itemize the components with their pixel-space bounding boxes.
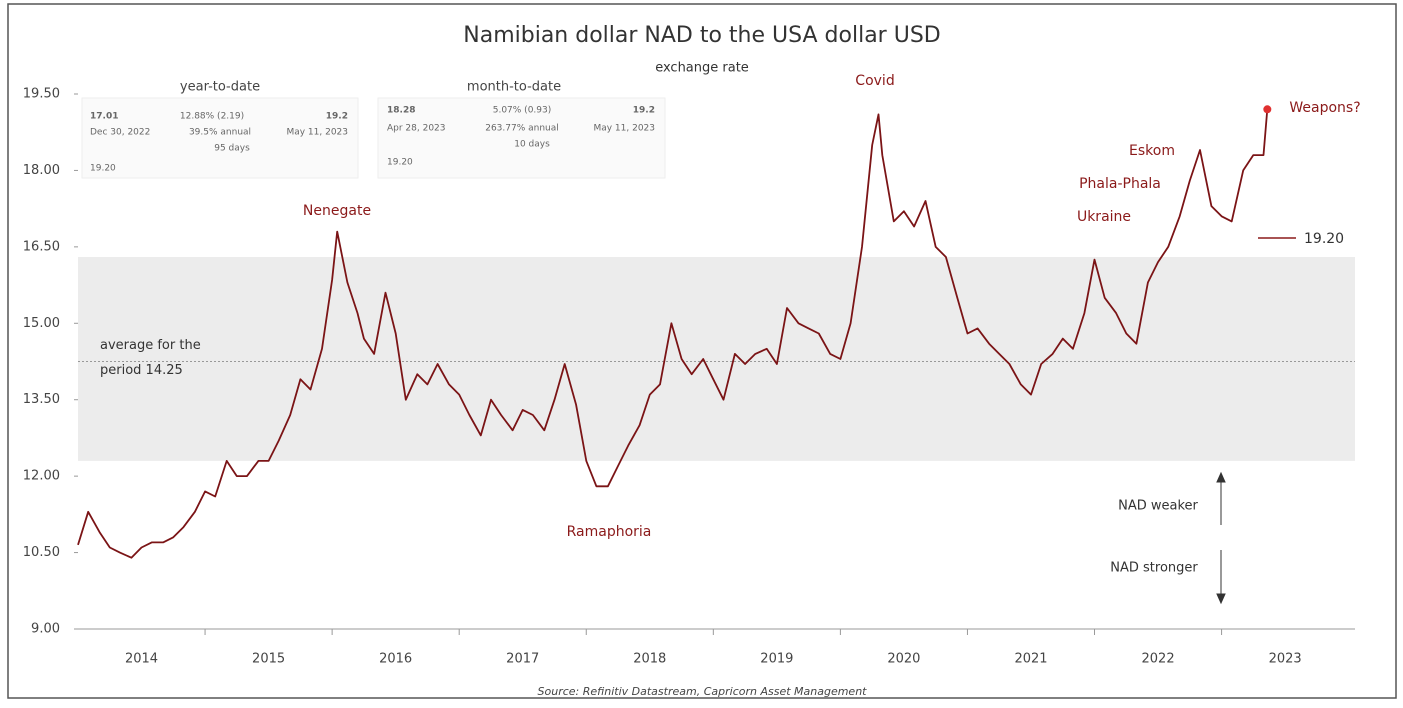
y-tick-label: 18.00 [23,163,60,178]
panel-text: Apr 28, 2023 [387,124,446,134]
x-tick-label: 2021 [1014,652,1047,667]
annotation: Ukraine [1077,209,1131,225]
x-tick-label: 2022 [1142,652,1175,667]
panel-text: 95 days [214,144,250,154]
panel-box [377,97,666,179]
source: Source: Refinitiv Datastream, Capricorn … [538,685,868,698]
annotation: Covid [855,73,894,89]
annotation: Weapons? [1289,100,1360,116]
average-label: average for the [100,338,201,353]
panel-text: 10 days [514,140,550,150]
direction-label: NAD stronger [1110,561,1198,576]
y-tick-label: 19.50 [23,87,60,102]
panel-text: 19.2 [633,106,655,116]
y-tick-label: 12.00 [23,469,60,484]
y-tick-label: 16.50 [23,239,60,254]
annotation: Phala-Phala [1079,176,1161,192]
panel-title: year-to-date [180,80,260,95]
panel-box [81,97,359,179]
x-tick-label: 2020 [887,652,920,667]
annotation: Eskom [1129,143,1175,159]
panel-text: 19.2 [326,112,348,122]
x-tick-label: 2014 [125,652,158,667]
panel-ytd: year-to-date 17.01 Dec 30, 2022 12.88% (… [81,80,359,179]
x-tick-label: 2015 [252,652,285,667]
y-tick-label: 9.00 [31,622,60,637]
annotation: Ramaphoria [567,524,652,540]
x-tick-label: 2023 [1269,652,1302,667]
annotation: Nenegate [303,203,371,219]
panel-text: 263.77% annual [485,124,559,134]
direction-label: NAD weaker [1118,499,1198,514]
y-tick-label: 15.00 [23,316,60,331]
panel-text: 39.5% annual [189,128,251,138]
panel-text: 12.88% (2.19) [180,112,244,122]
shaded-range [78,257,1355,461]
arrow-head [1216,593,1226,605]
x-tick-label: 2019 [760,652,793,667]
y-tick-label: 10.50 [23,545,60,560]
chart-title: Namibian dollar NAD to the USA dollar US… [463,23,940,48]
panel-text: 19.20 [387,158,413,168]
last-point [1263,105,1272,114]
direction-arrows [1216,471,1226,605]
arrow-head [1216,471,1226,483]
chart-subtitle: exchange rate [655,61,749,76]
panel-text: May 11, 2023 [593,124,655,134]
panel-title: month-to-date [467,80,561,95]
panel-text: Dec 30, 2022 [90,128,150,138]
panel-text: 17.01 [90,112,118,122]
panel-text: 5.07% (0.93) [493,106,552,116]
y-tick-label: 13.50 [23,392,60,407]
x-tick-label: 2016 [379,652,412,667]
last-label: 19.20 [1304,231,1344,247]
series-line [77,109,1269,559]
panel-text: 19.20 [90,164,116,174]
average-label: period 14.25 [100,363,183,378]
panel-mtd: month-to-date 18.28 Apr 28, 2023 5.07% (… [377,80,666,179]
panel-text: 18.28 [387,106,415,116]
x-tick-label: 2018 [633,652,666,667]
x-tick-label: 2017 [506,652,539,667]
panel-text: May 11, 2023 [286,128,348,138]
